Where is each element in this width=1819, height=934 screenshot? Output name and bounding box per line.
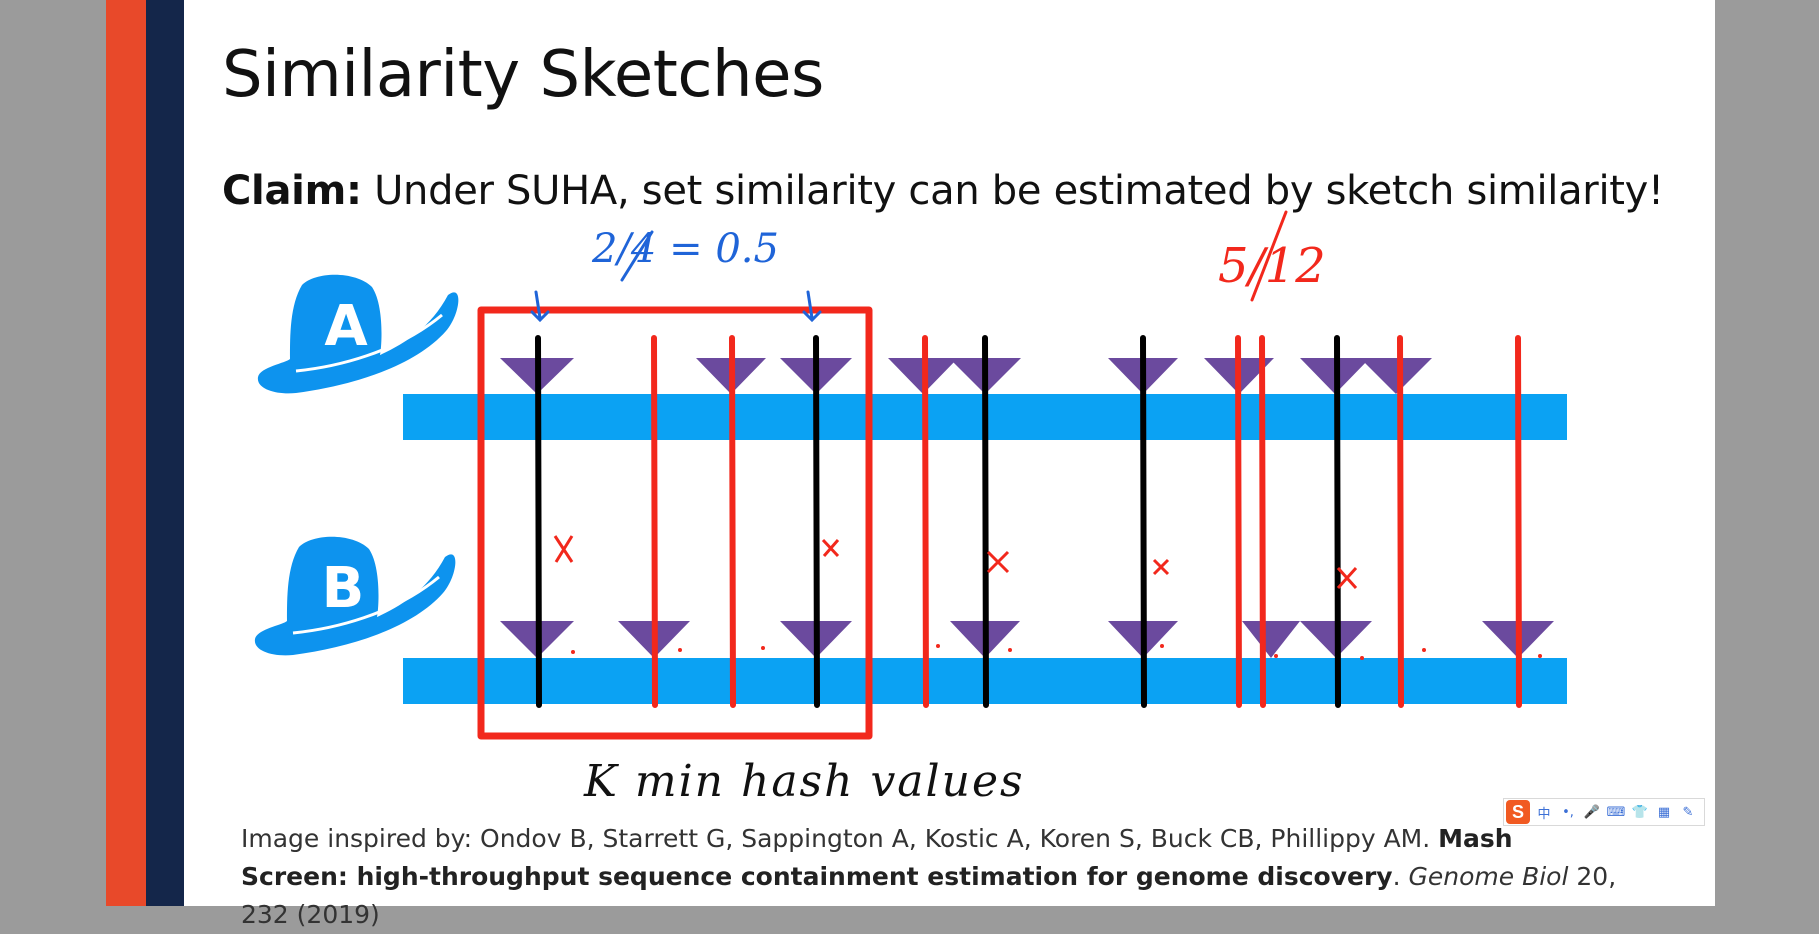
shared-hash-lines (535, 335, 1341, 708)
claim-text: Under SUHA, set similarity can be estima… (361, 168, 1664, 214)
claim-line: Claim: Under SUHA, set similarity can be… (222, 168, 1664, 214)
citation-prefix: Image inspired by: Ondov B, Starrett G, … (241, 824, 1439, 853)
punctuation-toggle-button[interactable]: •, (1562, 804, 1574, 820)
language-toggle-button[interactable]: 中 (1537, 806, 1551, 822)
keyboard-icon[interactable]: ⌨ (1606, 804, 1626, 820)
ink-dots (571, 644, 1542, 660)
hat-a-label: A (324, 294, 368, 359)
hat-b-icon: B (254, 536, 456, 656)
citation-title: Mash Screen: high-throughput sequence co… (241, 824, 1513, 891)
sogou-logo-icon[interactable]: S (1506, 800, 1530, 824)
min-hash-selection-box (477, 306, 873, 740)
hat-a-icon: A (257, 274, 459, 394)
kmer-markers-a (500, 358, 1432, 394)
bottom-handwritten-note: K min hash values (583, 756, 1025, 807)
mismatch-marks (553, 535, 1358, 590)
more-tools-icon[interactable]: ✎ (1682, 804, 1694, 820)
citation-journal: Genome Biol (1408, 862, 1569, 891)
sketch-diagram: A B (254, 210, 1567, 807)
red-handwriting (1250, 210, 1288, 302)
hat-b-label: B (322, 556, 365, 621)
kmer-markers-b (500, 621, 1554, 658)
citation-mid: . (1392, 862, 1409, 891)
microphone-icon[interactable]: 🎤 (1583, 804, 1601, 820)
citation-text: Image inspired by: Ondov B, Starrett G, … (241, 820, 1621, 934)
slide-canvas (184, 0, 1715, 906)
left-fraction-annotation: 2/4 = 0.5 (591, 226, 779, 272)
ime-toolbar[interactable]: S 中 •, 🎤 ⌨ 👕 ▦ ✎ (1503, 798, 1705, 826)
right-fraction-annotation: 5/12 (1218, 238, 1326, 294)
skin-icon[interactable]: 👕 (1631, 804, 1649, 820)
presentation-viewer: Similarity Sketches Claim: Under SUHA, s… (106, 0, 1715, 929)
slide-accent-navy (146, 0, 184, 906)
apps-grid-icon[interactable]: ▦ (1657, 804, 1671, 820)
slide-accent-orange (106, 0, 146, 906)
claim-label: Claim: (222, 168, 362, 214)
unique-hash-lines (651, 335, 1522, 708)
slide-title: Similarity Sketches (222, 38, 824, 112)
blue-handwriting (530, 230, 822, 323)
